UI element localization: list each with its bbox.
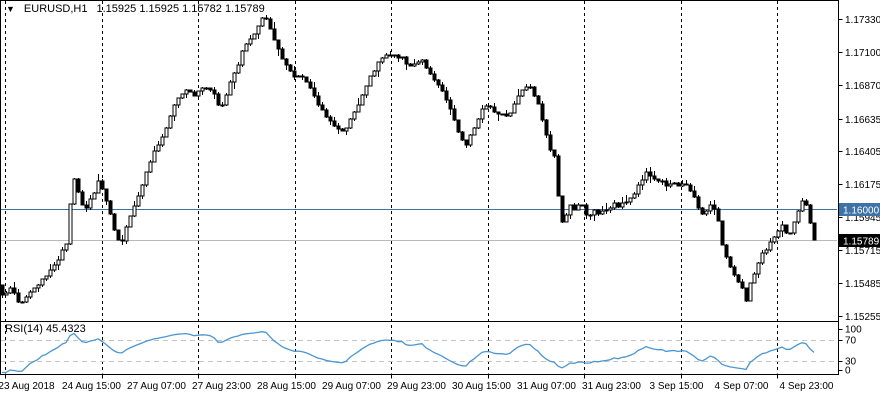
svg-text:1.17330: 1.17330 — [845, 15, 880, 26]
svg-text:1.15485: 1.15485 — [845, 279, 880, 290]
candlestick-series[interactable] — [1, 15, 817, 304]
svg-text:0: 0 — [845, 366, 851, 377]
svg-text:100: 100 — [845, 325, 862, 336]
rsi-level-lines — [1, 340, 837, 362]
svg-text:4 Sep 23:00: 4 Sep 23:00 — [780, 381, 834, 392]
vertical-gridlines — [5, 1, 778, 374]
ohlc-quotes: 1.15925 1.15925 1.15782 1.15789 — [96, 3, 265, 15]
svg-text:1.15255: 1.15255 — [845, 312, 880, 323]
svg-text:1.16405: 1.16405 — [845, 147, 880, 158]
svg-text:1.16175: 1.16175 — [845, 180, 880, 191]
active-price-badge: 1.16000 — [839, 203, 880, 217]
svg-text:1.15945: 1.15945 — [845, 213, 880, 224]
symbol-title: EURUSD,H1 — [23, 3, 88, 15]
symbol-marker-icon: ▼ — [6, 3, 15, 14]
svg-text:1.16000: 1.16000 — [843, 206, 880, 217]
rsi-indicator-label: RSI(14) 45.4323 — [5, 323, 86, 335]
chart-ohlc-header: ▼ EURUSD,H1 1.15925 1.15925 1.15782 1.15… — [6, 3, 265, 15]
svg-text:1.15715: 1.15715 — [845, 246, 880, 257]
svg-text:27 Aug 07:00: 27 Aug 07:00 — [127, 381, 186, 392]
svg-text:30: 30 — [845, 357, 857, 368]
svg-text:23 Aug 2018: 23 Aug 2018 — [0, 381, 55, 392]
svg-text:31 Aug 07:00: 31 Aug 07:00 — [517, 381, 576, 392]
svg-text:1.17100: 1.17100 — [845, 48, 880, 59]
pane-borders — [0, 0, 839, 375]
svg-text:29 Aug 07:00: 29 Aug 07:00 — [322, 381, 381, 392]
svg-text:27 Aug 23:00: 27 Aug 23:00 — [192, 381, 251, 392]
svg-text:4 Sep 07:00: 4 Sep 07:00 — [715, 381, 769, 392]
svg-text:1.15789: 1.15789 — [843, 237, 880, 248]
svg-text:1.16635: 1.16635 — [845, 115, 880, 126]
svg-text:29 Aug 23:00: 29 Aug 23:00 — [387, 381, 446, 392]
svg-text:28 Aug 15:00: 28 Aug 15:00 — [257, 381, 316, 392]
svg-text:24 Aug 15:00: 24 Aug 15:00 — [62, 381, 121, 392]
svg-text:31 Aug 23:00: 31 Aug 23:00 — [582, 381, 641, 392]
svg-text:3 Sep 15:00: 3 Sep 15:00 — [650, 381, 704, 392]
svg-text:30 Aug 15:00: 30 Aug 15:00 — [452, 381, 511, 392]
svg-text:70: 70 — [845, 336, 857, 347]
price-axis-scale[interactable]: 1.17330 1.17100 1.16870 1.16635 1.16405 1.161… — [838, 15, 880, 323]
svg-text:1.16870: 1.16870 — [845, 81, 880, 92]
rsi-line[interactable] — [2, 331, 815, 374]
bid-price-badge: 1.15789 — [839, 234, 880, 248]
time-axis-scale[interactable]: 23 Aug 2018 24 Aug 15:00 27 Aug 07:00 27 Au… — [0, 374, 834, 393]
